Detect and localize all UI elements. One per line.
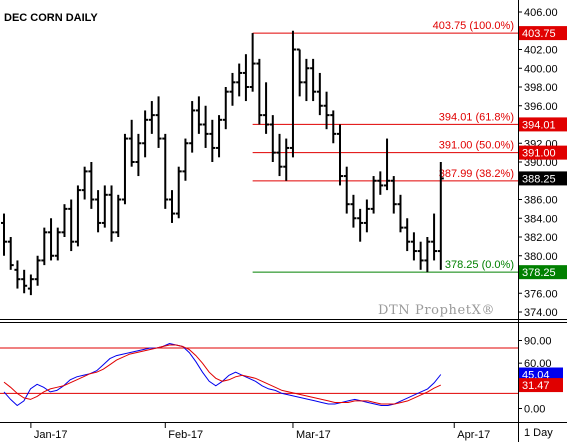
price-tick-label: 380.00 bbox=[524, 251, 558, 263]
x-tick-label: Apr-17 bbox=[457, 429, 490, 441]
x-tick-label: Mar-17 bbox=[296, 429, 331, 441]
price-tick-label: 400.00 bbox=[524, 63, 558, 75]
price-tick-label: 386.00 bbox=[524, 195, 558, 207]
retracement-price-tag bbox=[519, 26, 567, 41]
osc-value-tag bbox=[519, 378, 563, 393]
stochastic-line bbox=[3, 344, 442, 405]
retracement-label: 394.01 (61.8%) bbox=[439, 111, 514, 123]
retracement-label: 387.99 (38.2%) bbox=[439, 168, 514, 180]
retracement-label: 403.75 (100.0%) bbox=[433, 20, 514, 32]
osc-tick-label: 60.00 bbox=[524, 358, 552, 370]
last-price-text: 388.25 bbox=[522, 173, 556, 185]
price-tick-label: 396.00 bbox=[524, 101, 558, 113]
x-tick-label: Jan-17 bbox=[34, 429, 68, 441]
price-tick-label: 374.00 bbox=[524, 307, 558, 319]
price-tick-label: 390.00 bbox=[524, 157, 558, 169]
retracement-price-tag bbox=[519, 117, 567, 132]
retracement-label: 378.25 (0.0%) bbox=[445, 259, 514, 271]
retracement-price-tag bbox=[519, 265, 567, 280]
price-tick-label: 398.00 bbox=[524, 82, 558, 94]
watermark: DTN ProphetX® bbox=[378, 303, 495, 318]
price-tick-label: 382.00 bbox=[524, 232, 558, 244]
retracement-label: 391.00 (50.0%) bbox=[439, 140, 514, 152]
retracement-price-tag-text: 394.01 bbox=[522, 119, 556, 131]
price-tick-label: 406.00 bbox=[524, 7, 558, 19]
price-tick-label: 384.00 bbox=[524, 213, 558, 225]
osc-value-text: 31.47 bbox=[522, 380, 550, 392]
osc-value-tag bbox=[519, 367, 563, 382]
x-tick-label: Feb-17 bbox=[168, 429, 203, 441]
retracement-price-tag bbox=[519, 145, 567, 160]
osc-tick-label: 0.00 bbox=[524, 404, 545, 416]
retracement-price-tag-text: 378.25 bbox=[522, 267, 556, 279]
price-tick-label: 376.00 bbox=[524, 288, 558, 300]
last-price-tag bbox=[519, 171, 567, 186]
x-axis: Jan-17 Feb-17 Mar-17 Apr-17 bbox=[30, 422, 490, 441]
interval-label[interactable]: 1 Day bbox=[524, 427, 553, 439]
osc-tick-label: 90.00 bbox=[524, 336, 552, 348]
retracement-price-tag-text: 403.75 bbox=[522, 28, 556, 40]
chart-title: DEC CORN DAILY bbox=[4, 12, 98, 24]
retracement-price-tag-text: 391.00 bbox=[522, 148, 556, 160]
retracement-lines: 403.75 (100.0%) 403.75 394.01 (61.8%) 394.0… bbox=[252, 20, 567, 280]
price-bars bbox=[1, 30, 444, 296]
price-tick-label: 402.00 bbox=[524, 45, 558, 57]
